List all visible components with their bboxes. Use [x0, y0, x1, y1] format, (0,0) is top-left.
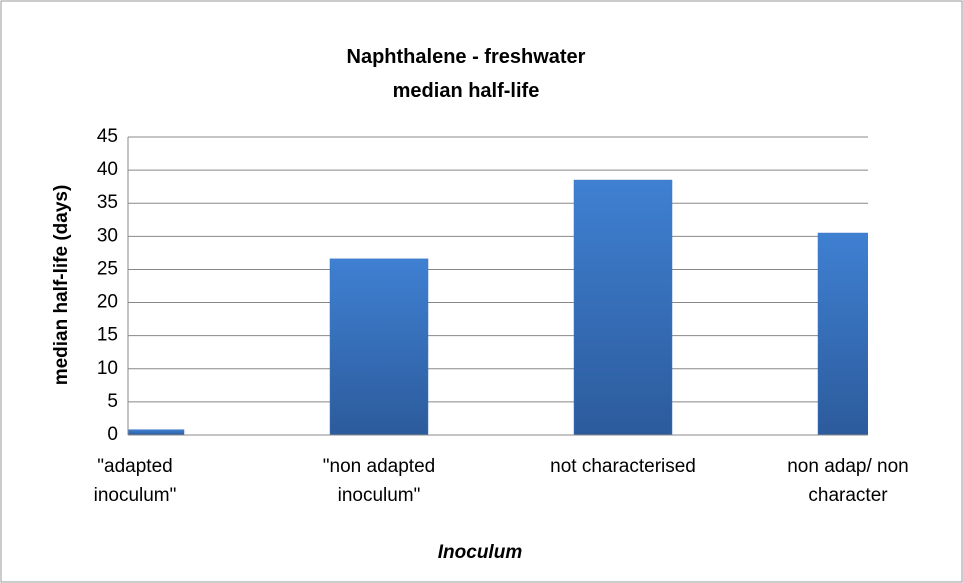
- y-tick-label: 0: [107, 424, 118, 445]
- y-tick-label: 40: [97, 159, 118, 180]
- y-tick-label: 5: [107, 391, 118, 412]
- x-tick-label: non adap/ non character: [787, 456, 909, 506]
- chart-title: Naphthalene - freshwater median half-lif…: [346, 46, 586, 102]
- y-tick-label: 25: [97, 258, 118, 279]
- x-tick-label: not characterised: [550, 456, 696, 477]
- y-tick-label: 20: [97, 292, 118, 313]
- bar: [128, 429, 185, 436]
- y-axis-label: median half-life (days): [51, 185, 72, 386]
- y-tick-label: 45: [97, 126, 118, 147]
- y-tick-label: 35: [97, 192, 118, 213]
- y-tick-label: 30: [97, 225, 118, 246]
- bars: [128, 179, 868, 436]
- bar: [329, 258, 429, 436]
- bar: [573, 179, 673, 436]
- x-tick-label: "adapted inoculum": [93, 456, 177, 506]
- y-tick-label: 10: [97, 358, 118, 379]
- x-axis-label: Inoculum: [437, 542, 523, 563]
- bar: [817, 232, 868, 436]
- y-tick-label: 15: [97, 325, 118, 346]
- x-tick-label: "non adapted inoculum": [322, 456, 436, 506]
